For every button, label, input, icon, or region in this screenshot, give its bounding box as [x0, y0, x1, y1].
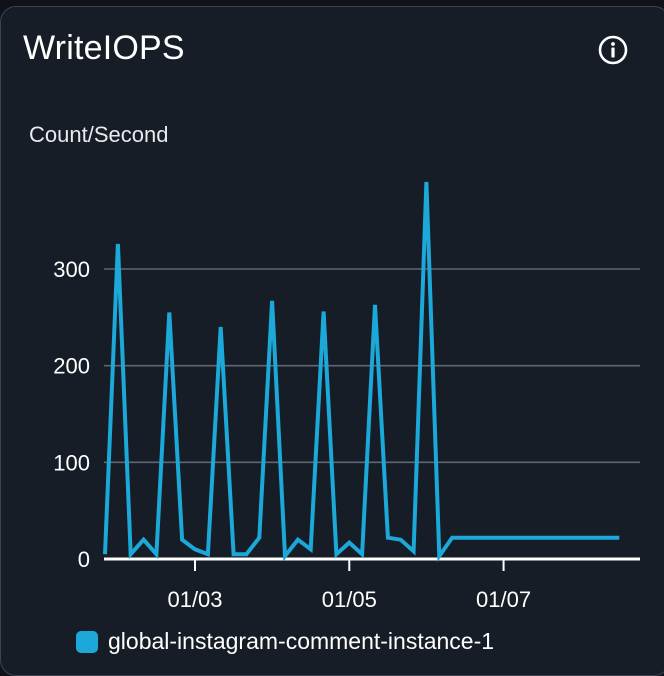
y-tick-label-0: 0	[78, 547, 90, 572]
legend-swatch	[76, 630, 98, 653]
writeiops-line-chart: 0 100 200 300 01/03 01/05 01/07	[53, 181, 640, 612]
y-axis-unit-label: Count/Second	[29, 122, 169, 147]
y-tick-label-100: 100	[53, 450, 90, 475]
series-line-global-instagram-comment-instance-1	[103, 181, 620, 563]
x-tick-label-01-03: 01/03	[167, 587, 222, 612]
x-tick-label-01-05: 01/05	[322, 587, 377, 612]
y-tick-label-300: 300	[53, 257, 90, 282]
widget-title: WriteIOPS	[23, 29, 185, 67]
info-button[interactable]	[598, 35, 628, 65]
x-tick-label-01-07: 01/07	[476, 587, 531, 612]
legend-series-label: global-instagram-comment-instance-1	[108, 628, 495, 654]
writeiops-widget: WriteIOPS Count/Second	[0, 6, 664, 676]
legend-item[interactable]: global-instagram-comment-instance-1	[76, 628, 494, 655]
y-tick-label-200: 200	[53, 354, 90, 379]
info-icon	[598, 35, 628, 65]
